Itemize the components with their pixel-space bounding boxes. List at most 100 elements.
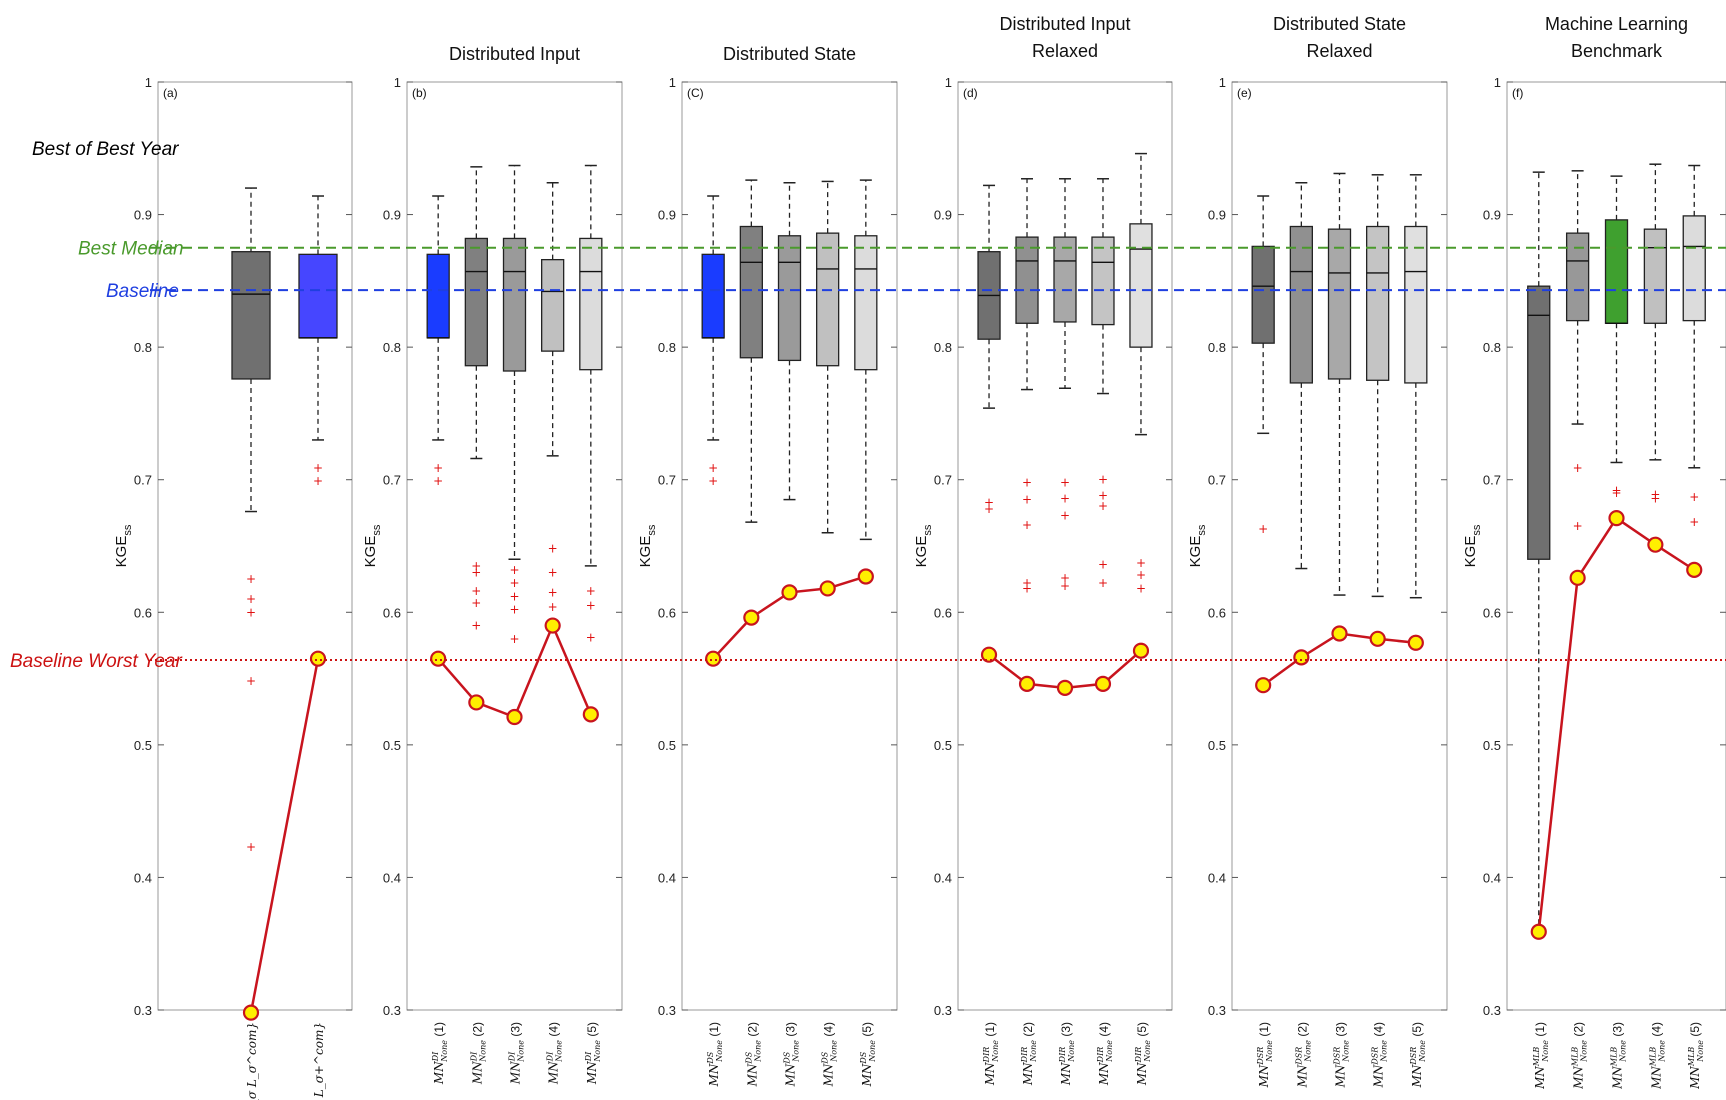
outlier-marker: + (1136, 568, 1146, 582)
box-body (1643, 228, 1668, 324)
box-1: ++ (426, 195, 450, 488)
outlier-marker: + (1611, 486, 1621, 500)
box-body (1289, 225, 1313, 384)
y-tick-label: 0.7 (658, 473, 676, 488)
y-axis-label-subscript: ss (371, 524, 383, 536)
outlier-marker: + (471, 619, 481, 633)
outlier-marker: + (1098, 558, 1108, 572)
x-tick-label: MNDSNone (3) (783, 1022, 801, 1087)
outlier-marker: + (708, 474, 718, 488)
outlier-marker: + (1573, 461, 1583, 475)
worst-year-point (705, 650, 722, 667)
worst-year-point (1407, 634, 1424, 651)
y-tick-label: 0.4 (134, 870, 152, 885)
worst-year-point (857, 568, 874, 585)
x-tick-label: MNDSRNone (3) (1333, 1022, 1351, 1088)
box-4: ++ (1643, 163, 1668, 505)
panel-title-line1: Machine Learning (1545, 14, 1688, 34)
box-2 (739, 179, 763, 523)
box-body (777, 235, 802, 362)
x-tick-label: MNDINone (4) (546, 1022, 564, 1085)
box-body (426, 253, 450, 339)
box-body (739, 225, 763, 359)
outlier-marker: + (1098, 489, 1108, 503)
outlier-marker: + (433, 461, 443, 475)
panel-3: Distributed State (C) 0.3 0.4 0.5 0.6 0.7 0.8 0.… (637, 44, 898, 1087)
outlier-marker: + (509, 563, 519, 577)
outlier-marker: + (246, 840, 256, 854)
worst-year-point (1056, 679, 1074, 696)
panel-title-line1: Distributed State (1273, 14, 1406, 34)
box-body (298, 253, 338, 339)
box-body (1327, 228, 1352, 380)
reference-label: Baseline Worst Year (10, 651, 182, 672)
y-tick-label: 0.5 (383, 738, 401, 753)
x-tick-label: MNDSNone (4) (821, 1022, 839, 1087)
y-tick-label: 0.6 (383, 605, 401, 620)
box-5: +++ (579, 164, 603, 644)
x-tick-label: MNDSNone (1) (706, 1022, 724, 1087)
outlier-marker: + (246, 605, 256, 619)
panel-title-line1: Distributed Input (999, 14, 1130, 34)
y-tick-label: 0.7 (1208, 473, 1226, 488)
outlier-marker: + (433, 474, 443, 488)
y-tick-label: 0.4 (1208, 870, 1226, 885)
box-body (1604, 219, 1629, 324)
box-1 (1527, 171, 1551, 933)
worst-year-point (781, 584, 798, 601)
y-tick-label: 0.7 (383, 473, 401, 488)
outlier-marker: + (471, 584, 481, 598)
outlier-marker: + (586, 630, 596, 644)
outlier-marker: + (1098, 576, 1108, 590)
outlier-marker: + (586, 584, 596, 598)
box-body (1527, 285, 1551, 560)
outlier-marker: + (1136, 556, 1146, 570)
worst-year-point (1293, 649, 1310, 666)
y-axis-label-main: KGE (362, 536, 379, 568)
y-tick-label: 0.9 (134, 208, 152, 223)
box-body (231, 251, 271, 380)
outlier-marker: + (1611, 483, 1621, 497)
y-tick-label: 0.9 (658, 208, 676, 223)
outlier-marker: + (548, 600, 558, 614)
box-3: +++++ (1053, 178, 1077, 593)
outlier-marker: + (246, 592, 256, 606)
outlier-marker: + (1022, 475, 1032, 489)
reference-label: Baseline (106, 281, 179, 302)
outlier-marker: + (1022, 518, 1032, 532)
y-tick-label: 0.6 (934, 605, 952, 620)
panel-title: Distributed State (723, 44, 856, 64)
outlier-marker: + (1573, 519, 1583, 533)
box-1: + (1251, 195, 1275, 536)
panel-label: (b) (412, 86, 427, 100)
y-tick-label: 0.7 (934, 473, 952, 488)
y-axis-label-main: KGE (913, 536, 930, 568)
y-tick-label: 0.8 (383, 340, 401, 355)
worst-year-point (1686, 561, 1703, 578)
outlier-marker: + (471, 566, 481, 580)
box-body (502, 237, 527, 372)
y-tick-label: 0.7 (1483, 473, 1501, 488)
worst-year-point (1530, 923, 1547, 940)
worst-year-point (1094, 675, 1112, 692)
box-4 (816, 180, 840, 534)
y-axis-label: KGEss (113, 524, 134, 567)
worst-year-point (1132, 642, 1150, 659)
y-tick-label: 0.3 (658, 1003, 676, 1018)
y-tick-label: 0.5 (1483, 738, 1501, 753)
x-tick-label: MNDINone (3) (508, 1022, 526, 1085)
x-tick-label: MNDIRNone (4) (1096, 1022, 1114, 1086)
outlier-marker: + (1022, 576, 1032, 590)
y-axis-label-subscript: ss (1196, 524, 1208, 536)
reference-labels-layer: Best of Best Year Best Median Baseline Base… (10, 139, 184, 672)
x-tick-label: MNMLBNone (2) (1571, 1022, 1589, 1090)
outlier-marker: + (548, 566, 558, 580)
panel-4: Distributed Input Relaxed (d) 0.3 0.4 0.5 0.6 0… (913, 14, 1173, 1086)
y-tick-label: 0.8 (1208, 340, 1226, 355)
outlier-marker: + (509, 603, 519, 617)
panel-1: (a)0.30.40.50.60.70.80.91KGEss+++++++MC{… (113, 75, 353, 1100)
x-tick-label: MNDIRNone (2) (1020, 1022, 1038, 1086)
box-5 (854, 179, 878, 541)
box-body (1015, 236, 1039, 324)
